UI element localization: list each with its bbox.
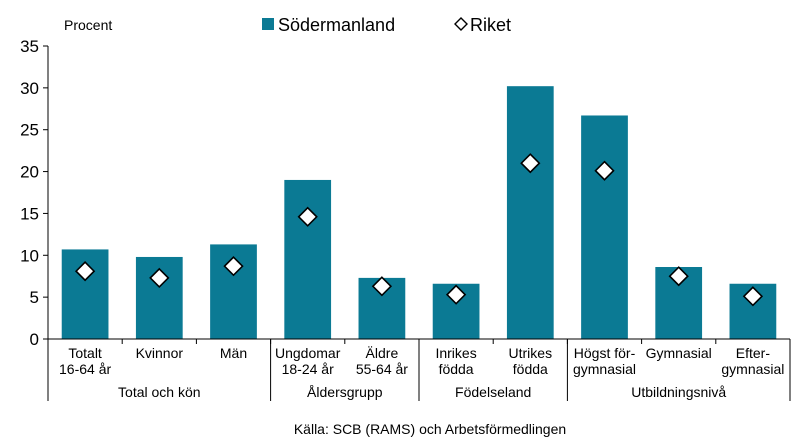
y-tick-label: 35 [20,37,39,56]
x-group-label: Total och kön [118,384,201,400]
legend-label-sodermanland: Södermanland [278,15,395,35]
y-tick-label: 30 [20,79,39,98]
riket-marker [74,261,96,282]
x-group-label: Åldersgrupp [307,384,383,400]
riket-marker [149,267,170,289]
y-tick-label: 0 [30,330,39,349]
bar [506,86,554,339]
x-group-label: Utbildningsnivå [631,384,726,400]
y-axis: 0 5 10 15 20 25 30 35 [20,37,49,349]
x-category-label: Högst för-gymnasial [573,345,636,377]
y-unit-label: Procent [64,17,112,33]
y-tick-label: 10 [20,246,39,265]
x-category-label: Äldre 55-64 år [356,345,408,377]
riket-marker [520,153,541,174]
bar [284,179,332,339]
x-category-label: Inrikes födda [435,345,476,377]
riket-marker [594,160,615,181]
y-tick-label: 20 [20,163,39,182]
bar [581,115,628,340]
riket-marker [742,286,764,307]
legend-label-riket: Riket [470,15,511,35]
x-axis: Totalt 16-64 år Kvinnor Män Ungdomar 18-24 år… [47,338,791,401]
riket-marker [371,276,393,297]
x-category-label: Kvinnor [136,345,184,361]
x-category-label: Totalt 16-64 år [59,345,111,377]
x-category-label: Ungdomar 18-24 år [275,345,341,377]
riket-marker [297,206,318,227]
riket-marker [445,284,467,305]
legend-swatch-riket [454,17,468,31]
y-tick-label: 15 [20,204,39,223]
legend-swatch-sodermanland [262,18,274,30]
x-group-label: Födelseland [455,384,531,400]
y-tick-label: 25 [20,121,39,140]
y-tick-label: 5 [30,288,39,307]
bars [61,86,777,340]
markers [74,153,764,307]
x-category-label: Gymnasial [646,345,712,361]
x-category-label: Utrikes födda [509,345,553,377]
legend: Södermanland Riket [262,15,511,35]
x-category-label: Efter-gymnasial [721,345,784,377]
riket-marker [668,266,689,287]
source-note: Källa: SCB (RAMS) och Arbetsförmedlingen [294,421,566,437]
x-category-label: Män [220,345,247,361]
riket-marker [223,256,244,277]
